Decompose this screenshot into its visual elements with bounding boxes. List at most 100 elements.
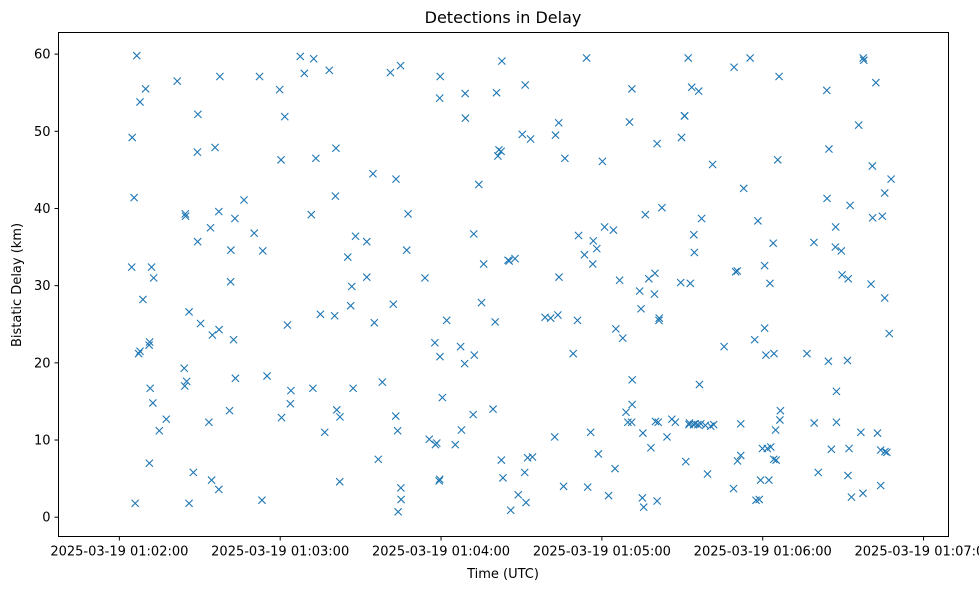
data-point-x-marker xyxy=(226,246,235,255)
data-point-x-marker xyxy=(296,52,305,61)
data-point-x-marker xyxy=(141,84,150,93)
data-point-x-marker xyxy=(772,456,781,465)
data-point-x-marker xyxy=(263,371,272,380)
data-point-x-marker xyxy=(491,317,500,326)
data-point-x-marker xyxy=(592,244,601,253)
data-point-x-marker xyxy=(332,405,341,414)
data-point-x-marker xyxy=(573,316,582,325)
data-point-x-marker xyxy=(392,175,400,184)
data-point-x-marker xyxy=(677,133,686,142)
data-point-x-marker xyxy=(522,498,531,507)
data-point-x-marker xyxy=(639,503,648,512)
data-point-x-marker xyxy=(663,432,672,441)
data-point-x-marker xyxy=(769,455,778,464)
data-point-x-marker xyxy=(546,314,555,323)
data-point-x-marker xyxy=(708,160,717,169)
data-point-x-marker xyxy=(397,495,406,504)
data-point-x-marker xyxy=(810,419,819,428)
data-point-x-marker xyxy=(283,321,292,330)
data-point-x-marker xyxy=(311,154,320,163)
data-point-x-marker xyxy=(703,469,712,478)
data-point-x-marker xyxy=(351,232,360,241)
data-point-x-marker xyxy=(876,446,885,455)
data-point-x-marker xyxy=(847,493,856,502)
x-tick-label: 2025-03-19 01:07:00 xyxy=(855,545,979,560)
data-point-x-marker xyxy=(654,418,663,427)
data-point-x-marker xyxy=(255,72,264,81)
data-point-x-marker xyxy=(555,273,563,282)
data-point-x-marker xyxy=(520,468,529,477)
data-point-x-marker xyxy=(650,269,659,278)
data-point-x-marker xyxy=(461,89,470,98)
data-points xyxy=(127,51,896,516)
data-point-x-marker xyxy=(215,325,224,334)
data-point-x-marker xyxy=(753,216,762,225)
data-point-x-marker xyxy=(456,342,465,351)
data-point-x-marker xyxy=(343,253,352,262)
y-tick-label: 40 xyxy=(34,202,51,217)
data-point-x-marker xyxy=(623,418,632,427)
data-point-x-marker xyxy=(204,418,213,427)
data-point-x-marker xyxy=(878,212,887,221)
data-point-x-marker xyxy=(438,393,447,402)
data-point-x-marker xyxy=(684,53,693,62)
data-point-x-marker xyxy=(128,133,137,142)
data-point-x-marker xyxy=(230,214,239,223)
data-point-x-marker xyxy=(769,239,778,248)
y-tick-label: 60 xyxy=(34,48,51,63)
data-point-x-marker xyxy=(435,476,444,485)
data-point-x-marker xyxy=(760,324,769,333)
data-point-x-marker xyxy=(349,384,358,393)
data-point-x-marker xyxy=(824,145,833,154)
data-point-x-marker xyxy=(594,449,603,458)
data-point-x-marker xyxy=(882,448,891,457)
data-point-x-marker xyxy=(309,54,318,63)
data-point-x-marker xyxy=(827,445,836,454)
data-point-x-marker xyxy=(180,382,189,390)
data-point-x-marker xyxy=(554,118,563,127)
data-point-x-marker xyxy=(393,426,402,435)
data-point-x-marker xyxy=(671,418,680,427)
data-point-x-marker xyxy=(551,131,560,140)
data-point-x-marker xyxy=(489,405,498,414)
plot-area-frame xyxy=(58,32,949,537)
data-point-x-marker xyxy=(550,432,559,441)
data-point-x-marker xyxy=(331,144,340,153)
data-point-x-marker xyxy=(695,380,704,389)
data-point-x-marker xyxy=(739,184,748,193)
data-point-x-marker xyxy=(832,387,841,396)
data-point-x-marker xyxy=(182,377,191,386)
data-point-x-marker xyxy=(185,499,194,508)
data-point-x-marker xyxy=(858,489,867,498)
data-point-x-marker xyxy=(611,464,620,473)
data-point-x-marker xyxy=(189,468,198,477)
data-point-x-marker xyxy=(689,230,698,239)
data-point-x-marker xyxy=(653,139,662,148)
data-point-x-marker xyxy=(582,53,591,62)
data-point-x-marker xyxy=(750,335,759,344)
data-point-x-marker xyxy=(214,485,223,494)
data-point-x-marker xyxy=(173,77,182,86)
data-point-x-marker xyxy=(214,207,223,216)
data-point-x-marker xyxy=(258,246,267,255)
data-point-x-marker xyxy=(687,83,696,92)
data-point-x-marker xyxy=(756,476,765,485)
x-tick-label: 2025-03-19 01:04:00 xyxy=(372,545,510,560)
data-point-x-marker xyxy=(469,229,478,238)
data-point-x-marker xyxy=(226,277,235,286)
data-point-x-marker xyxy=(240,195,248,204)
data-point-x-marker xyxy=(809,238,818,247)
data-point-x-marker xyxy=(680,111,689,120)
data-point-x-marker xyxy=(430,338,439,347)
data-point-x-marker xyxy=(832,418,841,427)
data-point-x-marker xyxy=(506,506,515,515)
data-point-x-marker xyxy=(628,375,637,384)
data-point-x-marker xyxy=(145,459,154,468)
data-point-x-marker xyxy=(207,476,216,485)
data-point-x-marker xyxy=(457,426,466,434)
data-point-x-marker xyxy=(155,426,164,435)
data-point-x-marker xyxy=(736,419,745,428)
data-point-x-marker xyxy=(193,237,202,246)
data-point-x-marker xyxy=(368,169,377,178)
data-point-x-marker xyxy=(760,261,769,270)
